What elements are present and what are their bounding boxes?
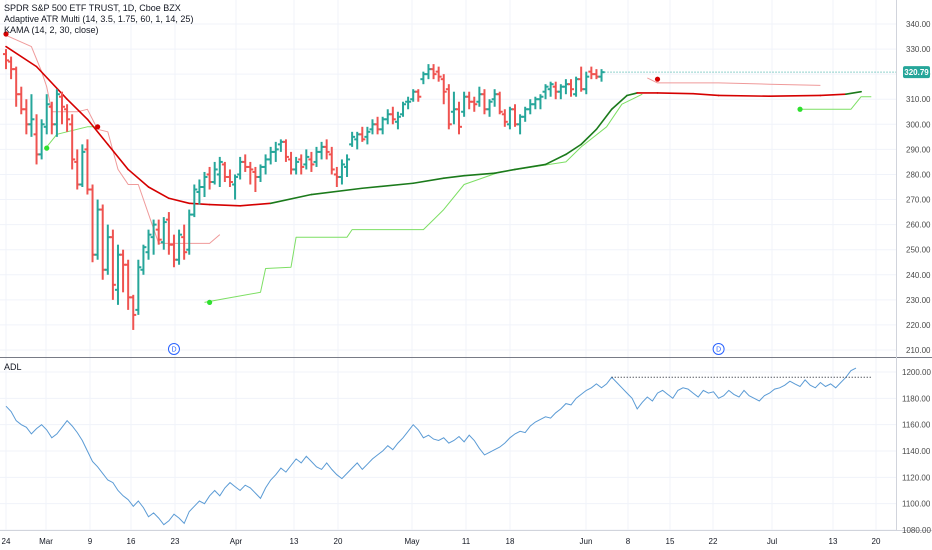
price-tick-label: 290.00 xyxy=(906,145,931,154)
kama-line-segment xyxy=(66,98,89,121)
price-tick-label: 330.00 xyxy=(906,45,931,54)
kama-line-segment xyxy=(361,182,415,190)
kama-line-segment xyxy=(595,108,613,131)
kama-line-segment xyxy=(5,45,38,68)
date-tick-label: 20 xyxy=(872,537,881,546)
dividend-marker-label: D xyxy=(171,347,176,354)
kama-line-segment xyxy=(845,90,862,96)
date-tick-label: 13 xyxy=(290,537,299,546)
kama-line-segment xyxy=(463,172,496,177)
kama-line-segment xyxy=(442,174,465,180)
kama-line-segment xyxy=(565,143,582,156)
atr-buy-signal-dot[interactable] xyxy=(797,106,803,112)
kama-line-segment xyxy=(269,193,313,205)
date-tick-label: May xyxy=(404,537,419,546)
date-tick-label: 18 xyxy=(506,537,515,546)
dividend-marker-label: D xyxy=(716,347,721,354)
price-tick-label: 240.00 xyxy=(906,271,931,280)
price-tick-label: 250.00 xyxy=(906,246,931,255)
kama-line-segment xyxy=(544,153,567,166)
kama-line-segment xyxy=(626,92,638,97)
date-tick-label: 24 xyxy=(2,537,11,546)
kama-line-segment xyxy=(819,93,847,97)
adl-tick-label: 1180.00 xyxy=(902,394,931,403)
price-tick-label: 220.00 xyxy=(906,321,931,330)
date-tick-label: 15 xyxy=(666,537,675,546)
price-tick-label: 270.00 xyxy=(906,196,931,205)
date-tick-label: 23 xyxy=(171,537,180,546)
atr-buy-signal-dot[interactable] xyxy=(207,299,213,305)
adl-tick-label: 1140.00 xyxy=(902,447,931,456)
adl-legend: ADL xyxy=(4,362,22,373)
kama-line-segment xyxy=(493,168,516,175)
price-tick-label: 300.00 xyxy=(906,120,931,129)
atr-stop-line-bearish xyxy=(647,77,821,86)
adl-line[interactable] xyxy=(5,367,857,526)
atr-sell-signal-dot[interactable] xyxy=(654,76,661,82)
price-tick-label: 340.00 xyxy=(906,20,931,29)
kama-line-segment xyxy=(514,163,547,171)
date-tick-label: Jul xyxy=(767,537,777,546)
atr-sell-signal-dot[interactable] xyxy=(3,31,9,37)
adl-tick-label: 1120.00 xyxy=(902,473,931,482)
kama-line-segment xyxy=(147,186,170,200)
kama-line-segment xyxy=(208,203,241,207)
dividend-marker[interactable] xyxy=(712,343,725,355)
kama-line-segment xyxy=(86,118,109,146)
date-tick-label: 16 xyxy=(127,537,136,546)
price-tick-label: 260.00 xyxy=(906,221,931,230)
price-tick-label: 230.00 xyxy=(906,296,931,305)
last-price-badge xyxy=(903,66,930,79)
kama-line-segment xyxy=(412,177,445,185)
adl-indicator-label[interactable]: ADL xyxy=(4,362,22,372)
kama-line-segment xyxy=(107,143,129,171)
kama-line-segment xyxy=(168,197,191,205)
chart-legend: SPDR S&P 500 ETF TRUST, 1D, Cboe BZX Ada… xyxy=(4,3,193,36)
date-tick-label: 8 xyxy=(626,537,631,546)
atr-buy-signal-dot[interactable] xyxy=(44,145,50,151)
date-tick-label: Jun xyxy=(580,537,593,546)
price-tick-label: 210.00 xyxy=(906,346,931,355)
date-tick-label: 20 xyxy=(334,537,343,546)
dividend-marker[interactable] xyxy=(167,343,180,355)
kama-line-segment xyxy=(239,202,272,207)
adl-tick-label: 1080.00 xyxy=(902,526,931,535)
kama-line-segment xyxy=(610,94,628,111)
adl-tick-label: 1100.00 xyxy=(902,500,931,509)
date-tick-label: 13 xyxy=(829,537,838,546)
adl-tick-label: 1160.00 xyxy=(902,421,931,430)
atr-stop-line-bullish xyxy=(204,93,643,303)
kama-indicator-label[interactable]: KAMA (14, 2, 30, close) xyxy=(4,25,99,35)
date-tick-label: Mar xyxy=(39,537,53,546)
kama-line-segment xyxy=(692,92,720,97)
last-price-label: 320.79 xyxy=(904,68,929,77)
kama-line-segment xyxy=(580,128,598,146)
price-tick-label: 280.00 xyxy=(906,170,931,179)
price-title[interactable]: SPDR S&P 500 ETF TRUST, 1D, Cboe BZX xyxy=(4,3,181,13)
date-tick-label: 11 xyxy=(462,537,471,546)
kama-line-segment xyxy=(768,94,822,98)
atr-indicator-label[interactable]: Adaptive ATR Multi (14, 3.5, 1.75, 60, 1… xyxy=(4,14,194,24)
adl-tick-label: 1200.00 xyxy=(902,368,931,377)
atr-stop-line-bearish xyxy=(5,34,221,244)
kama-line-segment xyxy=(310,187,364,196)
atr-stop-line-bullish xyxy=(800,96,872,110)
kama-line-segment xyxy=(656,92,694,95)
date-tick-label: 9 xyxy=(88,537,93,546)
date-tick-label: Apr xyxy=(230,537,243,546)
kama-line-segment xyxy=(127,168,150,188)
atr-sell-signal-dot[interactable] xyxy=(95,124,101,130)
date-tick-label: 22 xyxy=(709,537,718,546)
kama-line-segment xyxy=(717,94,771,98)
price-tick-label: 310.00 xyxy=(906,95,931,104)
